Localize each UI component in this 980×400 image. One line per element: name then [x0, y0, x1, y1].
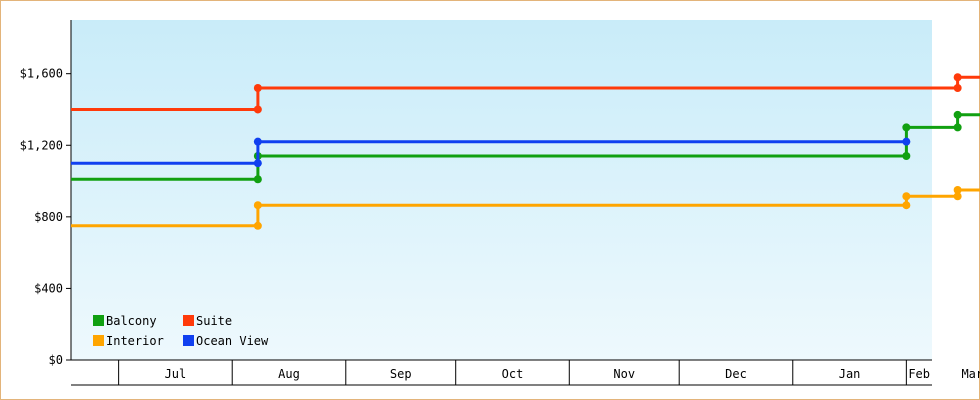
legend-swatch-ocean-view	[183, 335, 194, 346]
data-point-suite	[953, 84, 962, 92]
data-point-interior	[953, 192, 962, 201]
data-point-suite	[253, 84, 262, 92]
month-label: Feb	[908, 367, 930, 381]
y-tick-label: $400	[34, 281, 63, 295]
plot-area-background	[71, 20, 932, 360]
legend-swatch-interior	[93, 335, 104, 346]
month-label: Mar	[961, 367, 980, 381]
data-point-balcony	[902, 152, 911, 160]
data-point-ocean-view	[253, 137, 262, 146]
legend-swatch-balcony	[93, 315, 104, 326]
month-label: Sep	[390, 367, 412, 381]
legend-swatch-suite	[183, 315, 194, 326]
month-label: Jul	[165, 367, 187, 381]
axes: $0 $400 $800 $1,200 $1,600 Jul Aug Sep Oct Nov Dec…	[20, 20, 980, 386]
legend: Balcony Suite Interior Ocean View	[93, 314, 269, 348]
y-tick-label: $1,200	[20, 138, 63, 152]
legend-label-balcony: Balcony	[106, 314, 157, 328]
series-line-suite	[71, 75, 980, 111]
y-tick-label: $800	[34, 210, 63, 224]
legend-label-suite: Suite	[196, 314, 232, 328]
month-label: Nov	[613, 367, 635, 381]
data-point-balcony	[953, 110, 962, 119]
data-point-suite	[953, 73, 962, 82]
data-point-interior	[953, 186, 962, 194]
data-point-balcony	[253, 175, 262, 184]
month-label: Oct	[502, 367, 524, 381]
legend-label-interior: Interior	[106, 334, 164, 348]
data-point-ocean-view	[253, 159, 262, 168]
y-tick-label: $0	[49, 353, 63, 367]
data-point-interior	[902, 192, 911, 201]
month-label: Aug	[278, 367, 300, 381]
month-label: Jan	[839, 367, 861, 381]
data-point-balcony	[902, 123, 911, 132]
legend-label-ocean-view: Ocean View	[196, 334, 269, 348]
series-layer	[71, 73, 980, 230]
series-line-ocean-view	[71, 140, 907, 165]
data-point-interior	[902, 201, 911, 210]
y-tick-label: $1,600	[20, 67, 63, 81]
data-point-interior	[253, 221, 262, 230]
month-label: Dec	[725, 367, 747, 381]
data-point-suite	[253, 105, 262, 114]
data-point-balcony	[953, 123, 962, 132]
data-point-ocean-view	[902, 137, 911, 146]
data-point-interior	[253, 201, 262, 210]
